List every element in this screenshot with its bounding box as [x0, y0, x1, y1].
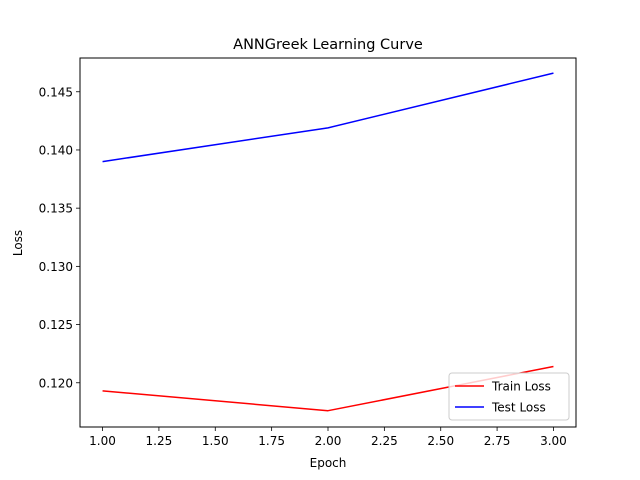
- legend-label-train-loss: Train Loss: [491, 380, 551, 394]
- legend-box: [448, 372, 570, 421]
- x-tick-label: 3.00: [540, 434, 567, 448]
- x-tick-label: 1.75: [258, 434, 285, 448]
- plot-area-frame: [79, 57, 577, 428]
- x-tick-label: 1.25: [146, 434, 173, 448]
- x-tick-label: 1.00: [89, 434, 116, 448]
- y-tick-label: 0.145: [39, 85, 73, 99]
- legend: Train Loss Test Loss: [448, 372, 570, 421]
- y-tick-label: 0.135: [39, 202, 73, 216]
- ticks-layer: 1.00 1.25 1.50 1.75 2.00 2.25 2.50 2.75 3.00 0.12…: [39, 85, 567, 448]
- chart-title: ANNGreek Learning Curve: [233, 37, 423, 53]
- x-tick-label: 2.75: [484, 434, 511, 448]
- x-axis-label: Epoch: [310, 456, 347, 470]
- y-tick-label: 0.120: [39, 376, 73, 390]
- y-tick-label: 0.125: [39, 318, 73, 332]
- y-tick-label: 0.140: [39, 143, 73, 157]
- y-axis-label: Loss: [11, 230, 25, 256]
- x-tick-label: 1.50: [202, 434, 229, 448]
- y-tick-label: 0.130: [39, 260, 73, 274]
- legend-label-test-loss: Test Loss: [491, 401, 546, 415]
- x-tick-label: 2.00: [315, 434, 342, 448]
- x-tick-label: 2.25: [371, 434, 398, 448]
- series-line-test-loss: [102, 72, 554, 163]
- x-tick-label: 2.50: [427, 434, 454, 448]
